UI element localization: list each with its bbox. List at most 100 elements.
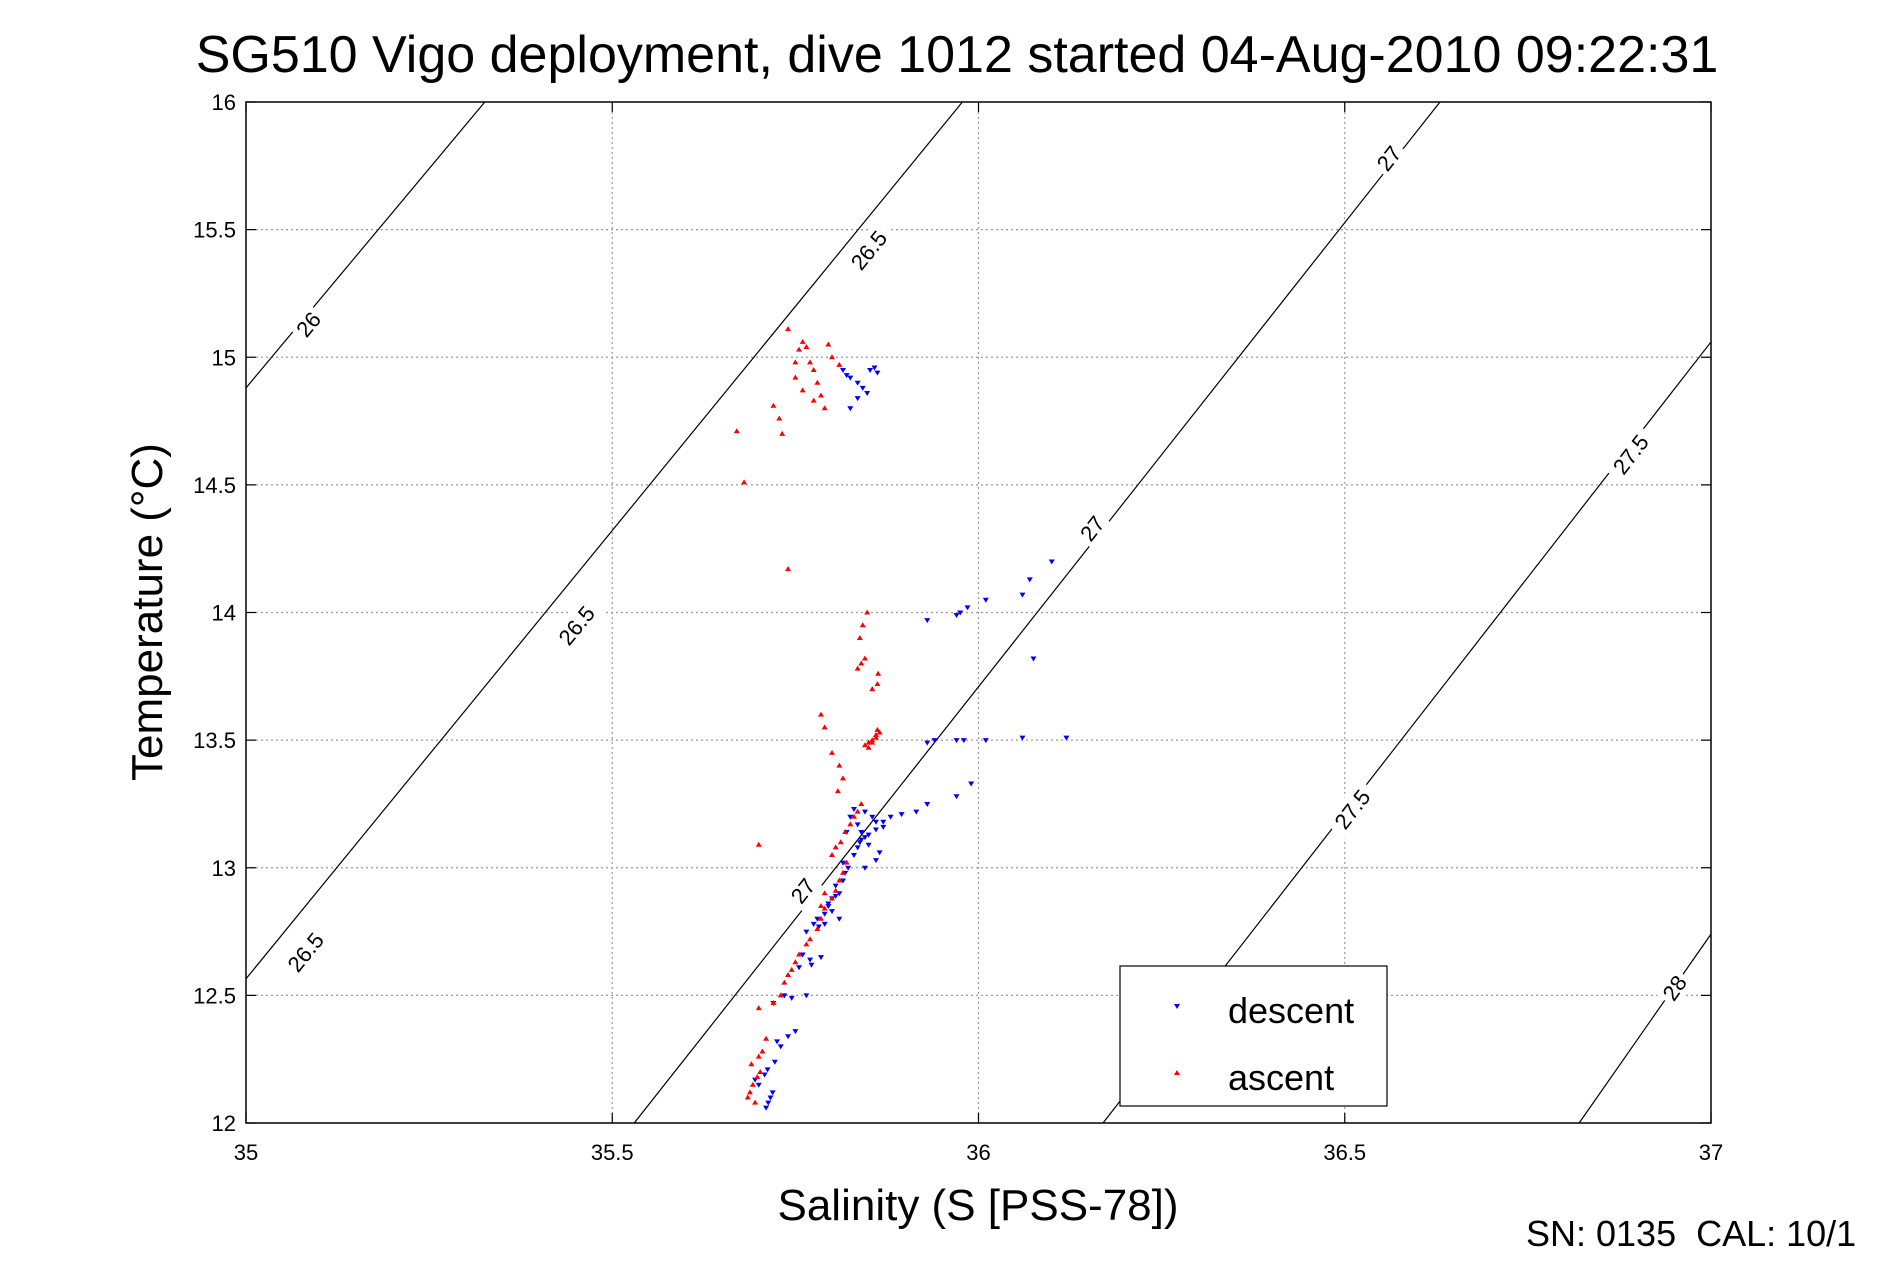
descent-point: [843, 373, 850, 379]
descent-point: [964, 605, 971, 611]
descent-point: [854, 396, 861, 402]
ascent-point: [850, 813, 857, 819]
ascent-point: [825, 341, 832, 347]
descent-point: [1019, 735, 1026, 741]
ascent-point: [859, 622, 866, 628]
ascent-point: [796, 951, 803, 957]
ascent-point: [821, 405, 828, 411]
descent-point: [839, 368, 846, 374]
contour-label: 28: [1658, 971, 1693, 1005]
descent-point: [847, 375, 854, 381]
descent-point: [781, 993, 788, 999]
legend-marker-descent: [1174, 1004, 1180, 1009]
descent-point: [880, 824, 887, 830]
descent-point: [847, 814, 854, 820]
descent-point: [872, 827, 879, 833]
descent-point: [854, 845, 861, 851]
x-tick-label: 36: [966, 1140, 990, 1165]
ascent-point: [818, 915, 825, 921]
ascent-point: [785, 971, 792, 977]
legend-marker-ascent: [1174, 1070, 1180, 1075]
descent-point: [1063, 735, 1070, 741]
ascent-point: [741, 479, 748, 485]
isopycnal-line: [1578, 933, 1712, 1124]
y-tick-label: 15: [212, 345, 236, 370]
ascent-point: [770, 1000, 777, 1006]
ascent-point: [876, 729, 883, 735]
ascent-point: [752, 1099, 759, 1105]
ascent-point: [843, 859, 850, 865]
ascent-point: [829, 895, 835, 901]
ascent-point: [792, 359, 799, 365]
ascent-point: [821, 890, 828, 896]
descent-point: [1030, 656, 1037, 662]
ascent-point: [836, 877, 843, 883]
footer-serial-cal: SN: 0135 CAL: 10/1: [1526, 1213, 1856, 1254]
descent-point: [861, 835, 868, 841]
ascent-point: [781, 979, 788, 985]
y-tick-label: 13: [212, 856, 236, 881]
descent-point: [854, 822, 861, 828]
descent-point: [814, 916, 821, 922]
descent-point: [821, 921, 828, 927]
descent-point: [850, 807, 857, 813]
ascent-point: [733, 428, 740, 434]
ascent-point: [829, 354, 835, 360]
descent-point: [864, 390, 871, 396]
descent-point: [825, 904, 832, 910]
ascent-point: [821, 905, 828, 911]
ascent-point: [861, 655, 868, 661]
ascent-point: [847, 821, 854, 827]
descent-point: [771, 1059, 778, 1065]
descent-point: [832, 893, 839, 899]
ascent-point: [832, 844, 839, 850]
ascent-point: [748, 1061, 755, 1067]
ascent-point: [872, 732, 879, 738]
y-tick-label: 12: [212, 1111, 236, 1136]
descent-point: [815, 924, 822, 930]
ascent-point: [796, 346, 803, 352]
y-tick-label: 13.5: [193, 728, 236, 753]
descent-point: [847, 406, 854, 412]
ascent-point: [770, 402, 777, 408]
contour-label-bg: [548, 595, 605, 656]
ascent-point: [799, 338, 806, 344]
ascent-point: [854, 808, 861, 814]
ascent-point: [856, 635, 863, 641]
descent-point: [953, 613, 960, 619]
descent-point: [839, 860, 846, 866]
descent-point: [867, 368, 874, 374]
legend-box: [1119, 965, 1388, 1107]
descent-point: [799, 952, 806, 958]
descent-point: [880, 819, 887, 825]
descent-point: [898, 812, 905, 818]
contour-label-bg: [840, 220, 897, 280]
contour-label: 27: [786, 874, 821, 909]
isopycnal-line: [245, 101, 486, 389]
y-tick-label: 15.5: [193, 218, 236, 243]
descent-point: [769, 1090, 776, 1096]
ascent-point: [755, 1005, 762, 1011]
descent-point: [876, 850, 883, 856]
descent-point: [810, 921, 817, 927]
x-tick-label: 37: [1699, 1140, 1723, 1165]
ascent-point: [829, 749, 835, 755]
ascent-point: [818, 711, 825, 717]
ascent-point: [861, 742, 868, 748]
ascent-point: [749, 1081, 756, 1087]
descent-point: [774, 1039, 781, 1045]
descent-point: [887, 814, 894, 820]
ascent-point: [792, 959, 799, 965]
descent-point: [832, 883, 839, 889]
descent-point: [861, 809, 868, 815]
ascent-point: [814, 379, 821, 385]
descent-point: [924, 801, 931, 807]
data-series: [733, 326, 1070, 1111]
axis-ticks: [245, 101, 1712, 1124]
ascent-point: [785, 566, 792, 572]
contour-label-bg: [1654, 967, 1695, 1009]
ascent-point: [799, 387, 806, 393]
contour-label-bg: [1368, 137, 1409, 179]
ascent-point: [788, 966, 795, 972]
